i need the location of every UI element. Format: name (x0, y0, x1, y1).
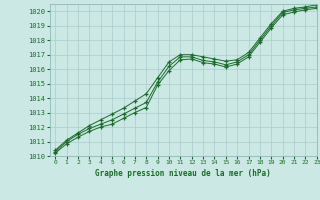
X-axis label: Graphe pression niveau de la mer (hPa): Graphe pression niveau de la mer (hPa) (95, 169, 271, 178)
